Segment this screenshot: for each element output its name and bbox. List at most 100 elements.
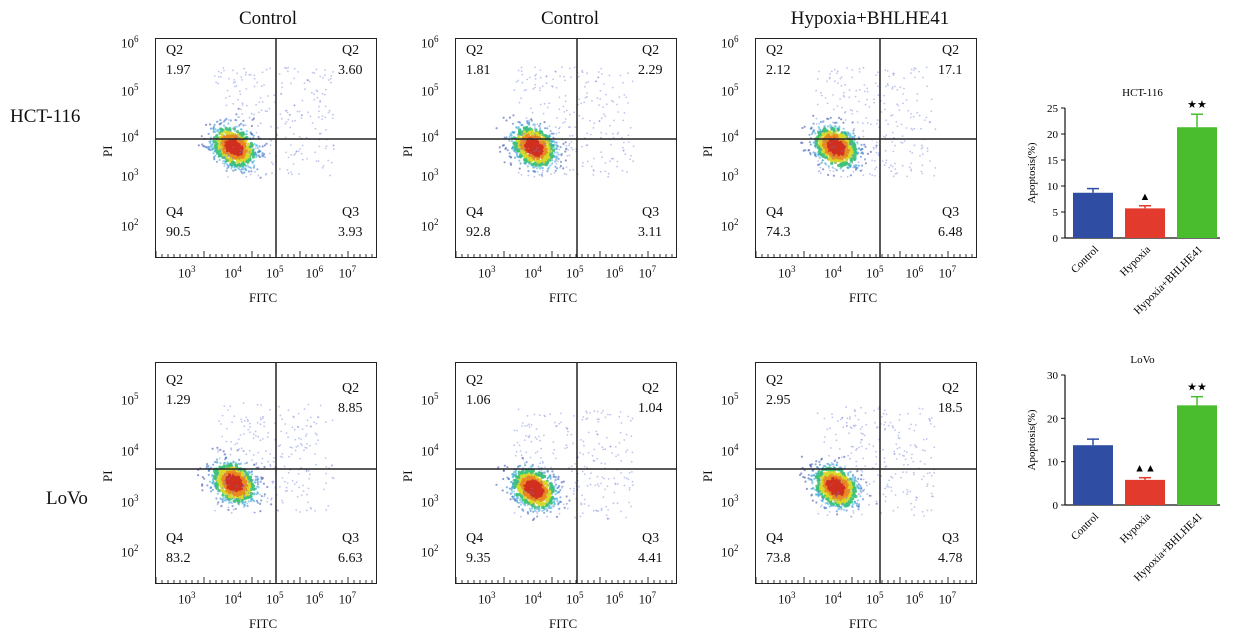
event-dot — [221, 489, 225, 493]
event-dot — [290, 153, 293, 156]
event-dot — [248, 73, 251, 76]
event-dot — [223, 69, 225, 72]
event-dot — [250, 480, 253, 483]
event-dot — [242, 163, 246, 167]
event-dot — [287, 409, 290, 411]
event-dot — [605, 514, 608, 517]
event-dot — [305, 469, 308, 472]
event-dot — [298, 135, 301, 138]
event-dot — [826, 125, 829, 128]
event-dot — [621, 169, 624, 172]
event-dot — [894, 144, 896, 147]
event-dot — [565, 503, 568, 505]
event-dot — [279, 168, 281, 171]
event-dot — [530, 119, 533, 122]
event-dot — [544, 158, 548, 162]
event-dot — [522, 474, 526, 478]
event-dot — [910, 127, 913, 130]
quadrant-percent: 3.11 — [638, 225, 662, 240]
event-dot — [849, 143, 852, 146]
event-dot — [561, 66, 563, 69]
event-dot — [243, 495, 246, 498]
event-dot — [314, 432, 317, 435]
event-dot — [313, 98, 316, 101]
event-dot — [243, 450, 245, 452]
event-dot — [631, 80, 634, 83]
event-dot — [224, 119, 227, 122]
event-dot — [565, 145, 568, 147]
event-dot — [324, 105, 327, 108]
quadrant-percent: 1.97 — [166, 63, 191, 78]
event-dot — [875, 166, 878, 169]
event-dot — [233, 415, 236, 418]
event-dot — [523, 462, 526, 464]
event-dot — [513, 429, 516, 432]
event-dot — [628, 489, 631, 491]
event-dot — [270, 497, 273, 500]
event-dot — [254, 488, 257, 491]
event-dot — [844, 148, 848, 152]
event-dot — [920, 127, 922, 130]
event-dot — [598, 104, 600, 106]
event-dot — [299, 511, 301, 513]
event-dot — [631, 480, 634, 483]
event-dot — [525, 476, 529, 480]
event-dot — [890, 114, 892, 117]
event-dot — [565, 173, 568, 176]
event-dot — [257, 174, 260, 177]
event-dot — [875, 146, 877, 149]
event-dot — [223, 165, 226, 168]
event-dot — [289, 114, 291, 116]
event-dot — [232, 146, 235, 148]
event-dot — [549, 153, 553, 158]
event-dot — [505, 486, 508, 489]
event-dot — [834, 146, 836, 148]
event-dot — [243, 475, 246, 478]
event-dot — [241, 172, 244, 175]
event-dot — [554, 70, 557, 73]
event-dot — [852, 129, 855, 132]
event-dot — [889, 164, 892, 167]
event-dot — [232, 461, 235, 464]
event-dot — [814, 146, 817, 149]
event-dot — [293, 77, 295, 80]
event-dot — [309, 115, 312, 118]
event-dot — [566, 434, 569, 436]
event-dot — [545, 75, 548, 78]
event-dot — [837, 143, 841, 148]
event-dot — [877, 154, 880, 157]
quadrant-name: Q3 — [942, 205, 960, 220]
event-dot — [230, 490, 234, 494]
event-dot — [288, 113, 291, 116]
event-dot — [256, 481, 259, 484]
event-dot — [252, 117, 255, 120]
event-dot — [520, 70, 523, 72]
event-dot — [499, 150, 502, 153]
event-dot — [808, 133, 811, 136]
event-dot — [528, 475, 532, 479]
event-dot — [253, 113, 255, 116]
event-dot — [573, 415, 575, 417]
event-dot — [310, 425, 312, 428]
event-dot — [600, 412, 603, 414]
event-dot — [509, 498, 512, 501]
event-dot — [912, 115, 915, 118]
event-dot — [549, 164, 552, 167]
event-dot — [520, 474, 524, 478]
event-dot — [271, 172, 273, 175]
event-dot — [533, 156, 535, 158]
event-dot — [836, 70, 839, 73]
event-dot — [245, 416, 248, 419]
event-dot — [600, 131, 602, 134]
event-dot — [823, 140, 826, 142]
event-dot — [305, 425, 308, 427]
event-dot — [235, 125, 238, 128]
event-dot — [607, 175, 610, 178]
event-dot — [259, 439, 262, 442]
event-dot — [591, 454, 594, 457]
event-dot — [930, 110, 933, 113]
event-dot — [324, 88, 327, 91]
event-dot — [219, 145, 223, 149]
event-dot — [851, 154, 854, 157]
event-dot — [846, 166, 849, 169]
